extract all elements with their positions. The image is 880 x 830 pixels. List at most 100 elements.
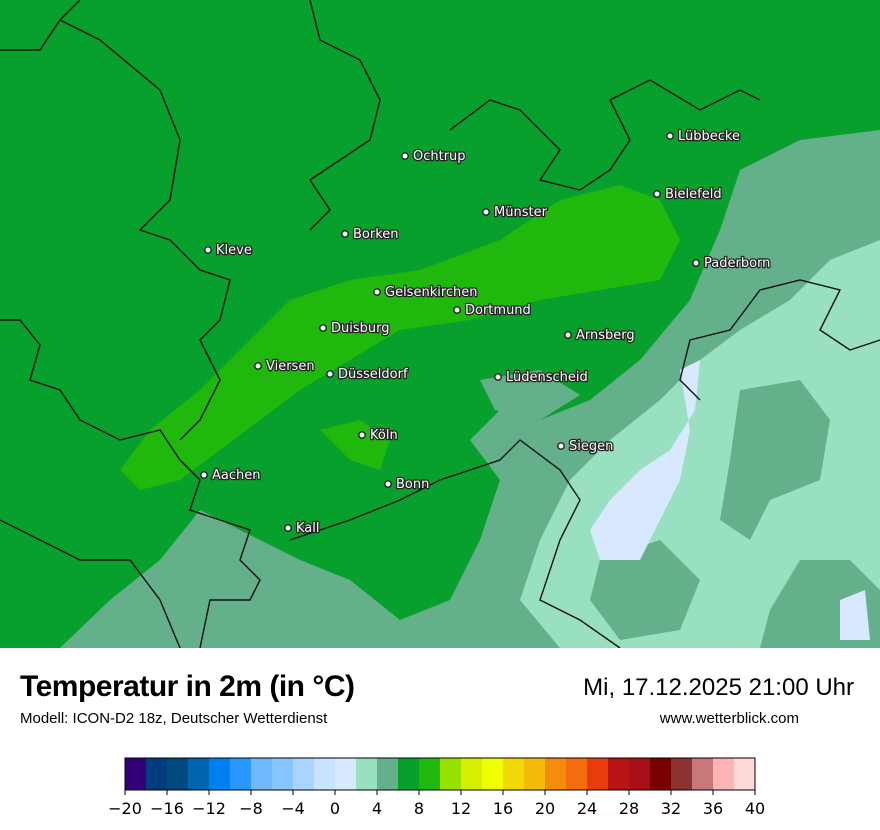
city-bonn: Bonn	[384, 476, 431, 493]
borders	[0, 0, 880, 648]
legend-swatch	[461, 758, 483, 790]
city-köln: Köln	[358, 427, 399, 444]
city-label: Münster	[494, 205, 548, 220]
city-dot	[319, 324, 327, 332]
legend-tick-label: 40	[745, 799, 765, 818]
city-kleve: Kleve	[204, 242, 253, 259]
city-label: Lüdenscheid	[506, 370, 588, 385]
city-lübbecke: Lübbecke	[666, 128, 741, 145]
legend-tick-label: 28	[619, 799, 639, 818]
city-viersen: Viersen	[254, 358, 316, 375]
legend-swatch	[398, 758, 420, 790]
city-dot	[254, 362, 262, 370]
legend-tick-label: 20	[535, 799, 555, 818]
legend-swatch	[545, 758, 567, 790]
forecast-datetime: Mi, 17.12.2025 21:00 Uhr	[583, 674, 854, 701]
legend-swatch	[251, 758, 273, 790]
city-dot	[653, 190, 661, 198]
city-dot	[358, 431, 366, 439]
city-dot	[284, 524, 292, 532]
city-dot	[341, 230, 349, 238]
legend-swatch	[356, 758, 378, 790]
legend-swatch	[587, 758, 609, 790]
legend-tick-label: 4	[372, 799, 382, 818]
temperature-map: Ochtrup Lübbecke Bielefeld Münster Borken Kle…	[0, 0, 880, 648]
cool-region	[480, 370, 580, 420]
city-dot	[401, 152, 409, 160]
city-label: Duisburg	[331, 321, 390, 336]
city-dot	[384, 480, 392, 488]
map-title: Temperatur in 2m (in °C)	[20, 670, 355, 703]
city-lüdenscheid: Lüdenscheid	[494, 369, 589, 386]
city-dot	[564, 331, 572, 339]
city-ochtrup: Ochtrup	[401, 148, 467, 165]
color-legend: −20 −16 −12 −8 −4 0 4 8 12 16 20 24 28 32 36 40	[108, 757, 765, 818]
city-duisburg: Duisburg	[319, 320, 391, 337]
city-label: Düsseldorf	[338, 367, 408, 382]
city-dot	[482, 208, 490, 216]
legend-swatch	[503, 758, 525, 790]
city-label: Dortmund	[465, 303, 531, 318]
city-dot	[200, 471, 208, 479]
city-label: Borken	[353, 227, 399, 242]
city-paderborn: Paderborn	[692, 255, 772, 272]
city-düsseldorf: Düsseldorf	[326, 366, 409, 383]
warm-region	[320, 420, 390, 470]
city-markers: Ochtrup Lübbecke Bielefeld Münster Borken Kle…	[200, 128, 772, 537]
coldest-region	[840, 590, 870, 640]
legend-frame	[124, 757, 756, 791]
cold-region	[720, 380, 830, 540]
city-siegen: Siegen	[557, 438, 615, 455]
legend-tick-label: 32	[661, 799, 681, 818]
legend-tick-label: 24	[577, 799, 597, 818]
legend-tick-label: 0	[330, 799, 340, 818]
legend-swatch	[692, 758, 714, 790]
legend-swatch	[734, 758, 756, 790]
city-label: Viersen	[266, 359, 315, 374]
city-label: Kleve	[216, 243, 252, 258]
city-label: Bonn	[396, 477, 429, 492]
city-label: Köln	[370, 428, 398, 443]
city-münster: Münster	[482, 204, 549, 221]
city-label: Aachen	[212, 468, 260, 483]
city-label: Kall	[296, 521, 320, 536]
city-label: Ochtrup	[413, 149, 466, 164]
legend-swatch	[482, 758, 504, 790]
legend-swatch	[440, 758, 462, 790]
city-dot	[557, 442, 565, 450]
legend-swatch	[293, 758, 315, 790]
legend-tick-label: 12	[451, 799, 471, 818]
city-label: Gelsenkirchen	[385, 285, 478, 300]
city-dot	[666, 132, 674, 140]
city-dot	[204, 246, 212, 254]
city-label: Siegen	[569, 439, 613, 454]
city-dot	[373, 288, 381, 296]
city-dot	[692, 259, 700, 267]
legend-swatch	[314, 758, 336, 790]
legend-swatch	[167, 758, 189, 790]
city-aachen: Aachen	[200, 467, 262, 484]
city-label: Lübbecke	[678, 129, 740, 144]
city-dortmund: Dortmund	[453, 302, 532, 319]
legend-swatch	[419, 758, 441, 790]
legend-swatch	[272, 758, 294, 790]
coldest-region	[590, 360, 700, 560]
warm-region	[120, 185, 680, 490]
legend-tick-label: 36	[703, 799, 723, 818]
legend-tick-label: −16	[150, 799, 184, 818]
legend-tick-label: −12	[192, 799, 226, 818]
legend-swatch	[209, 758, 231, 790]
legend-swatch	[335, 758, 357, 790]
city-arnsberg: Arnsberg	[564, 327, 636, 344]
city-label: Bielefeld	[665, 187, 722, 202]
website-link[interactable]: www.wetterblick.com	[659, 710, 799, 727]
city-label: Arnsberg	[576, 328, 635, 343]
legend-swatch	[377, 758, 399, 790]
model-source: Modell: ICON-D2 18z, Deutscher Wetterdie…	[20, 710, 328, 727]
legend-swatch	[125, 758, 147, 790]
city-dot	[453, 306, 461, 314]
legend-swatch	[608, 758, 630, 790]
city-gelsenkirchen: Gelsenkirchen	[373, 284, 479, 301]
legend-tick-label: 8	[414, 799, 424, 818]
legend-swatch	[146, 758, 168, 790]
